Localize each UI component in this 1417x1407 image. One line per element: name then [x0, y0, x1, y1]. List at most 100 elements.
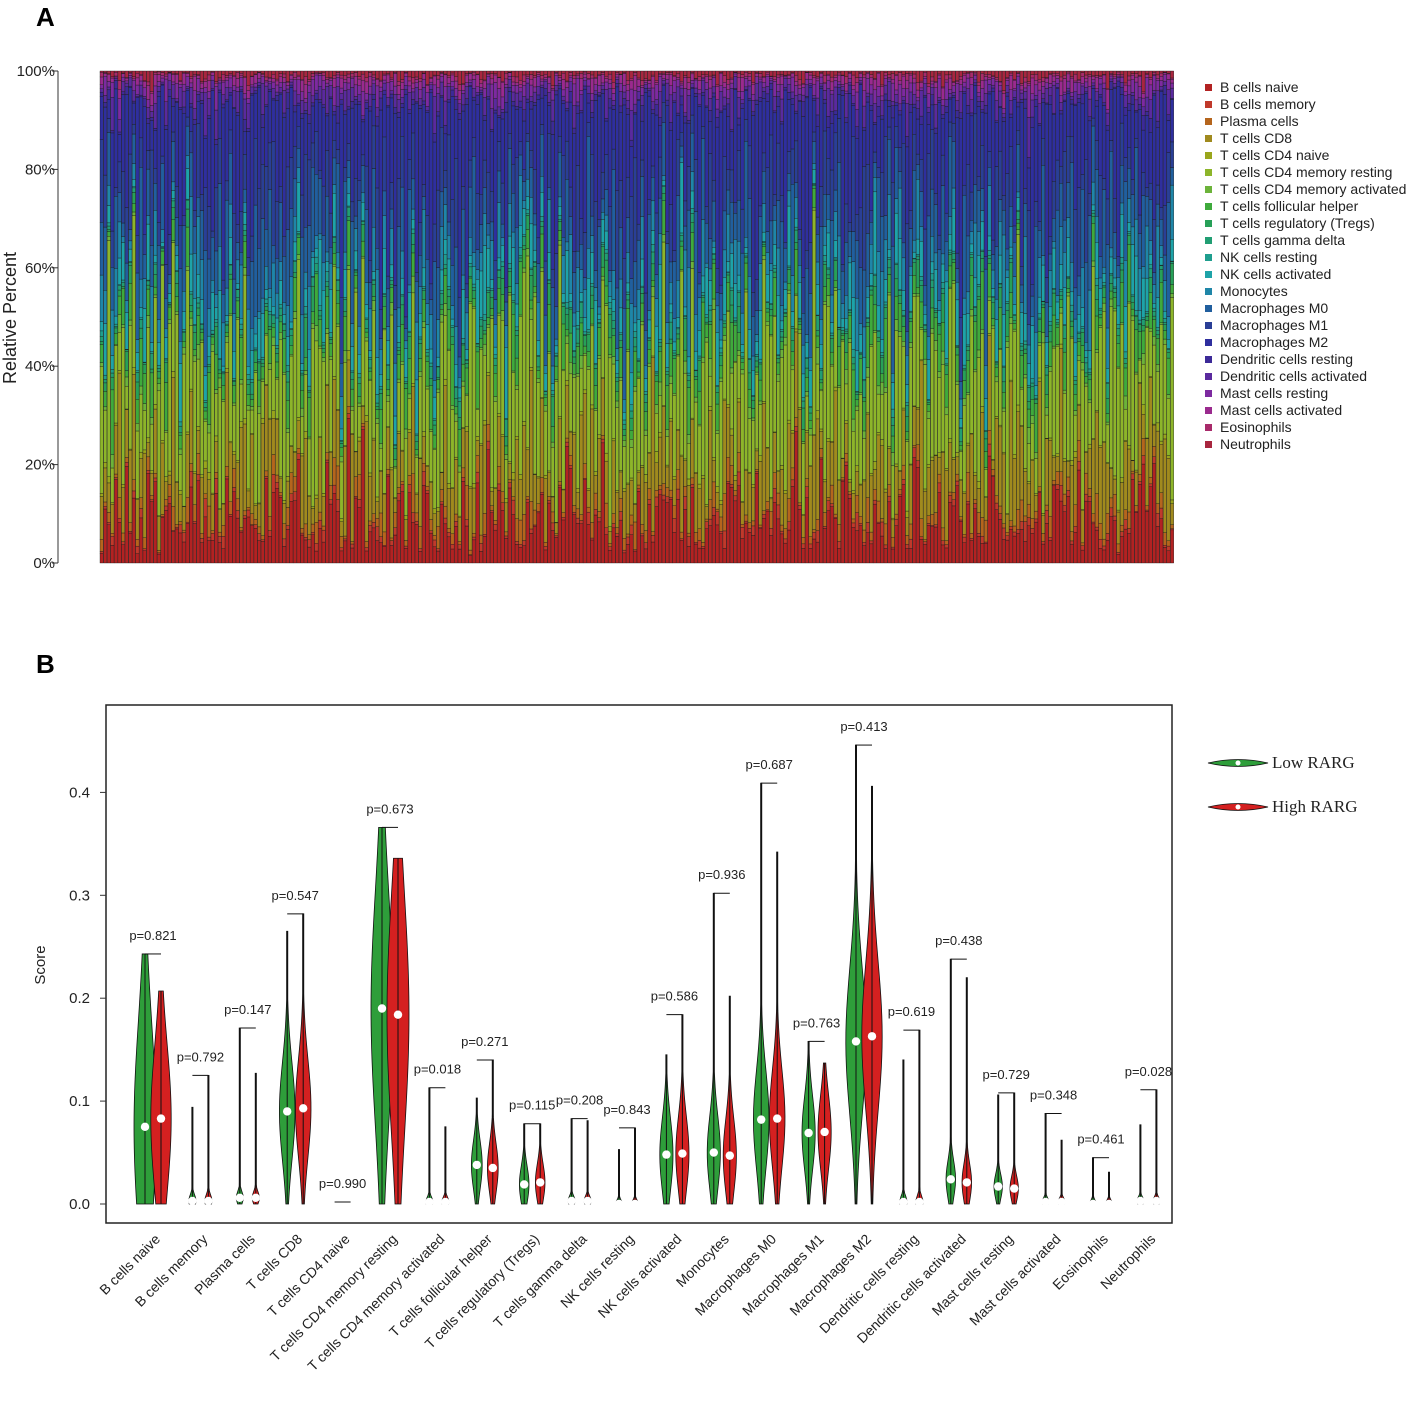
bar-segment	[837, 327, 841, 330]
bar-segment	[479, 70, 483, 80]
bar-segment	[840, 75, 845, 85]
bar-segment	[361, 406, 365, 424]
bar-segment	[228, 313, 233, 316]
bar-segment	[160, 442, 165, 515]
sample-bar	[207, 70, 211, 564]
bar-segment	[765, 447, 770, 502]
bar-segment	[149, 111, 154, 118]
bar-segment	[729, 372, 734, 430]
bar-segment	[307, 495, 312, 497]
bar-segment	[676, 429, 680, 470]
bar-segment	[364, 77, 369, 83]
bar-segment	[507, 72, 512, 77]
bar-segment	[400, 79, 405, 83]
bar-segment	[282, 324, 287, 331]
bar-segment	[486, 234, 491, 249]
bar-segment	[855, 77, 859, 83]
bar-segment	[862, 105, 867, 128]
bar-segment	[271, 474, 276, 493]
bar-segment	[626, 252, 630, 284]
bar-segment	[740, 373, 745, 502]
bar-segment	[475, 104, 480, 194]
bar-segment	[643, 78, 648, 81]
bar-segment	[450, 96, 455, 200]
bar-segment	[300, 80, 304, 92]
bar-segment	[307, 496, 312, 535]
bar-segment	[479, 270, 483, 318]
bar-segment	[701, 475, 705, 479]
bar-segment	[482, 80, 487, 89]
bar-segment	[375, 402, 380, 407]
bar-segment	[257, 72, 261, 79]
bar-segment	[762, 255, 766, 261]
bar-segment	[321, 493, 326, 497]
bar-segment	[475, 94, 480, 105]
bar-segment	[744, 288, 748, 293]
bar-segment	[715, 292, 720, 307]
bar-segment	[722, 320, 727, 324]
bar-segment	[869, 540, 874, 545]
bar-segment	[429, 92, 433, 285]
bar-segment	[504, 445, 509, 455]
bar-segment	[830, 484, 834, 504]
bar-segment	[246, 70, 251, 86]
bar-segment	[425, 361, 430, 387]
bar-segment	[371, 513, 376, 523]
bar-segment	[511, 193, 516, 233]
bar-segment	[200, 299, 204, 325]
bar-segment	[447, 75, 451, 78]
bar-segment	[371, 310, 376, 439]
bar-segment	[593, 201, 598, 271]
bar-segment	[507, 286, 512, 293]
bar-segment	[99, 96, 104, 140]
bar-segment	[350, 201, 355, 222]
bar-segment	[239, 72, 244, 76]
bar-segment	[479, 444, 483, 536]
bar-segment	[103, 102, 108, 108]
sample-bar	[679, 70, 684, 564]
bar-segment	[830, 441, 834, 486]
bar-segment	[486, 247, 491, 288]
bar-segment	[633, 103, 637, 113]
bar-segment	[493, 324, 498, 348]
bar-segment	[647, 340, 652, 350]
bar-segment	[343, 70, 347, 76]
bar-segment	[593, 364, 598, 369]
bar-segment	[683, 75, 688, 78]
bar-segment	[815, 418, 820, 520]
bar-segment	[665, 487, 670, 497]
bar-segment	[729, 70, 734, 79]
bar-segment	[507, 271, 512, 287]
bar-segment	[665, 74, 670, 80]
bar-segment	[754, 371, 759, 375]
bar-segment	[253, 347, 258, 350]
bar-segment	[583, 393, 587, 464]
bar-segment	[844, 423, 849, 454]
bar-segment	[729, 242, 734, 254]
bar-segment	[210, 72, 215, 76]
bar-segment	[207, 70, 211, 76]
bar-segment	[243, 274, 247, 419]
bar-segment	[554, 338, 559, 347]
bar-segment	[436, 366, 440, 378]
bar-segment	[608, 357, 612, 527]
bar-segment	[461, 338, 466, 344]
bar-segment	[536, 476, 541, 479]
bar-segment	[468, 263, 473, 268]
bar-segment	[565, 380, 569, 386]
sample-bar	[808, 70, 813, 564]
bar-segment	[221, 399, 226, 402]
bar-segment	[744, 86, 748, 90]
bar-segment	[328, 70, 333, 78]
bar-segment	[239, 383, 244, 422]
bar-segment	[525, 449, 530, 497]
bar-segment	[475, 471, 480, 484]
bar-segment	[182, 341, 186, 348]
bar-segment	[275, 377, 279, 380]
bar-segment	[722, 277, 727, 315]
bar-segment	[354, 496, 358, 499]
bar-segment	[815, 410, 820, 420]
bar-segment	[418, 104, 423, 109]
bar-segment	[214, 81, 219, 84]
bar-segment	[780, 533, 784, 564]
